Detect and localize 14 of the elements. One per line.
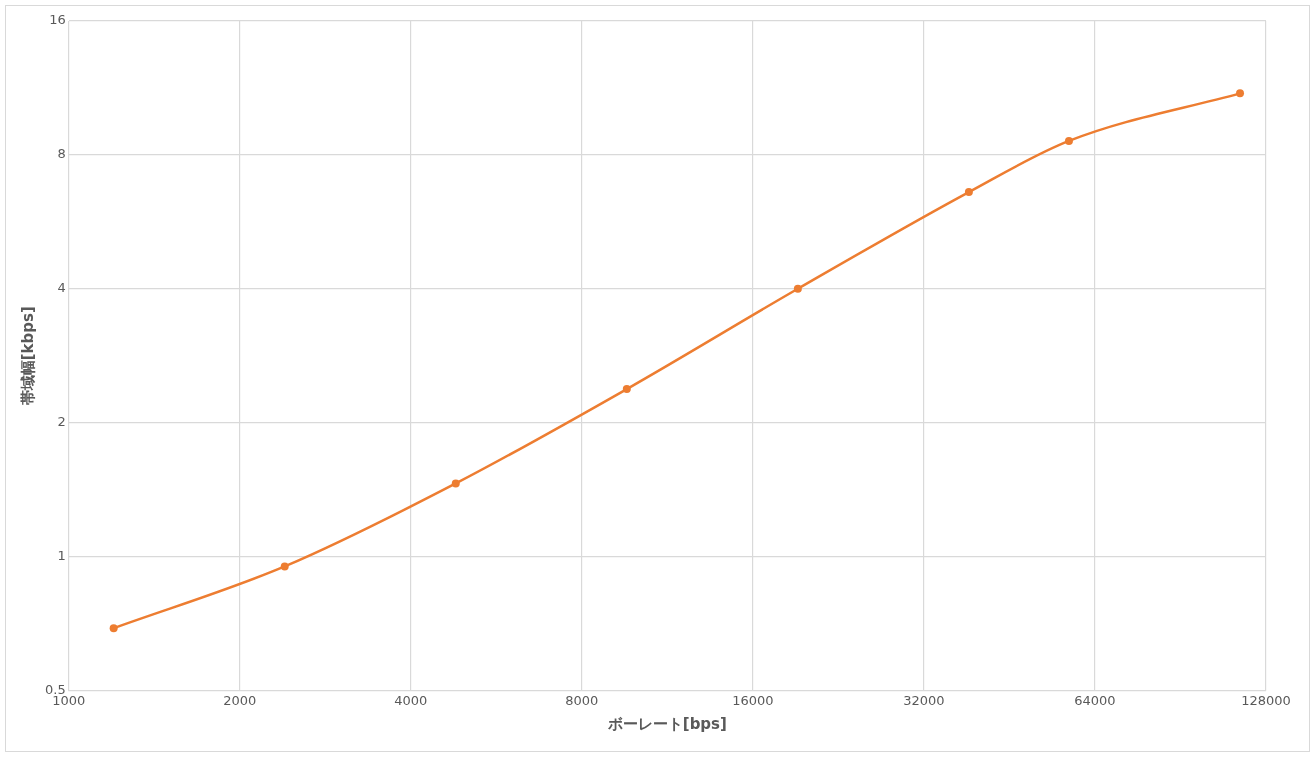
y-tick-label: 2 (57, 414, 66, 430)
y-tick-label: 8 (57, 146, 66, 162)
x-axis-title: ボーレート[bps] (606, 714, 727, 733)
x-tick-label: 32000 (903, 692, 945, 708)
y-tick-label: 1 (57, 547, 66, 563)
y-tick-label: 16 (49, 12, 66, 28)
y-axis-title: 帯域幅[kbps] (18, 306, 37, 406)
x-tick-label: 8000 (565, 692, 599, 708)
x-tick-label: 64000 (1074, 692, 1116, 708)
x-tick-label: 16000 (732, 692, 774, 708)
x-tick-label: 128000 (1241, 692, 1291, 708)
x-tick-label: 2000 (223, 692, 257, 708)
y-tick-label: 4 (57, 280, 66, 296)
x-tick-label: 4000 (394, 692, 428, 708)
